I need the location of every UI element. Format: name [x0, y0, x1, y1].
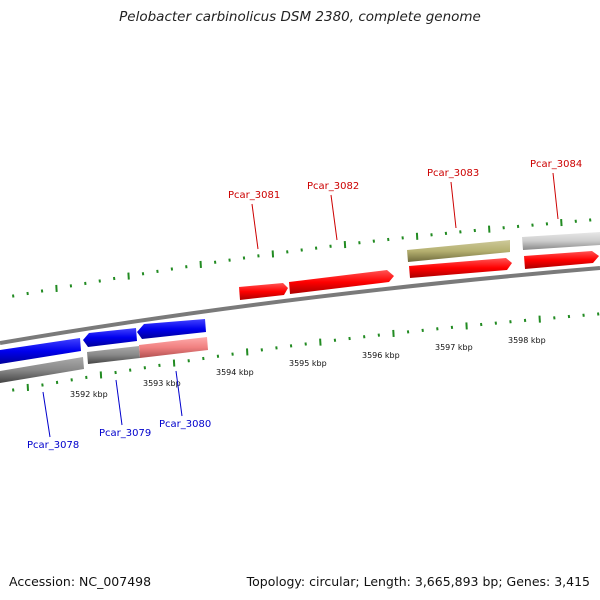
- gene-label-pcar-3078: Pcar_3078: [27, 440, 79, 451]
- scale-label: 3597 kbp: [435, 343, 473, 352]
- scale-label: 3594 kbp: [216, 368, 254, 377]
- gene-label-pcar-3080: Pcar_3080: [159, 419, 211, 430]
- genome-backbone: [0, 266, 600, 345]
- gene-block-dark-gray-1: [0, 357, 84, 383]
- tick-row-inner: [12, 312, 600, 392]
- gene-leader-line: [42, 391, 51, 438]
- scale-label: 3595 kbp: [289, 359, 327, 368]
- scale-label: 3592 kbp: [70, 390, 108, 399]
- gene-leader-line: [115, 379, 123, 426]
- gene-label-pcar-3082: Pcar_3082: [307, 181, 359, 192]
- gene-label-pcar-3079: Pcar_3079: [99, 428, 151, 439]
- gene-block-dark-gray-2: [87, 346, 140, 364]
- forward-strand-track: [239, 232, 600, 300]
- gene-leader-line: [450, 181, 457, 229]
- scale-label: 3596 kbp: [362, 351, 400, 360]
- gene-arrow-pcar-3082: [289, 270, 394, 294]
- scale-label: 3593 kbp: [143, 379, 181, 388]
- gene-leader-line: [552, 172, 559, 220]
- gene-leader-line: [330, 194, 338, 241]
- gene-arrow-pcar-3080: [137, 319, 206, 339]
- gene-leader-line: [251, 203, 259, 250]
- gene-label-pcar-3083: Pcar_3083: [427, 168, 479, 179]
- map-title: Pelobacter carbinolicus DSM 2380, comple…: [119, 9, 481, 25]
- gene-arrow-pcar-3083: [409, 258, 512, 278]
- accession-text: Accession: NC_007498: [9, 574, 152, 589]
- gene-leader-line: [175, 370, 183, 417]
- gene-block-light-gray: [522, 232, 600, 250]
- scale-label: 3598 kbp: [508, 336, 546, 345]
- gene-arrow-pcar-3078: [0, 338, 81, 364]
- gene-label-pcar-3081: Pcar_3081: [228, 190, 280, 201]
- tick-row-outer: [12, 218, 592, 298]
- gene-labels: Pcar_3081 Pcar_3082 Pcar_3083 Pcar_3084 Pcar…: [27, 159, 582, 451]
- reverse-strand-track: [0, 319, 208, 383]
- gene-block-pink: [139, 337, 208, 358]
- gene-arrow-pcar-3081: [239, 283, 288, 300]
- genome-summary-text: Topology: circular; Length: 3,665,893 bp…: [246, 574, 590, 589]
- gene-block-olive: [407, 240, 510, 262]
- scale-labels: 3592 kbp 3593 kbp 3594 kbp 3595 kbp 3596 kbp…: [70, 336, 546, 399]
- gene-arrow-pcar-3079: [83, 328, 137, 347]
- gene-label-pcar-3084: Pcar_3084: [530, 159, 582, 170]
- gene-arrow-pcar-3084: [524, 251, 599, 269]
